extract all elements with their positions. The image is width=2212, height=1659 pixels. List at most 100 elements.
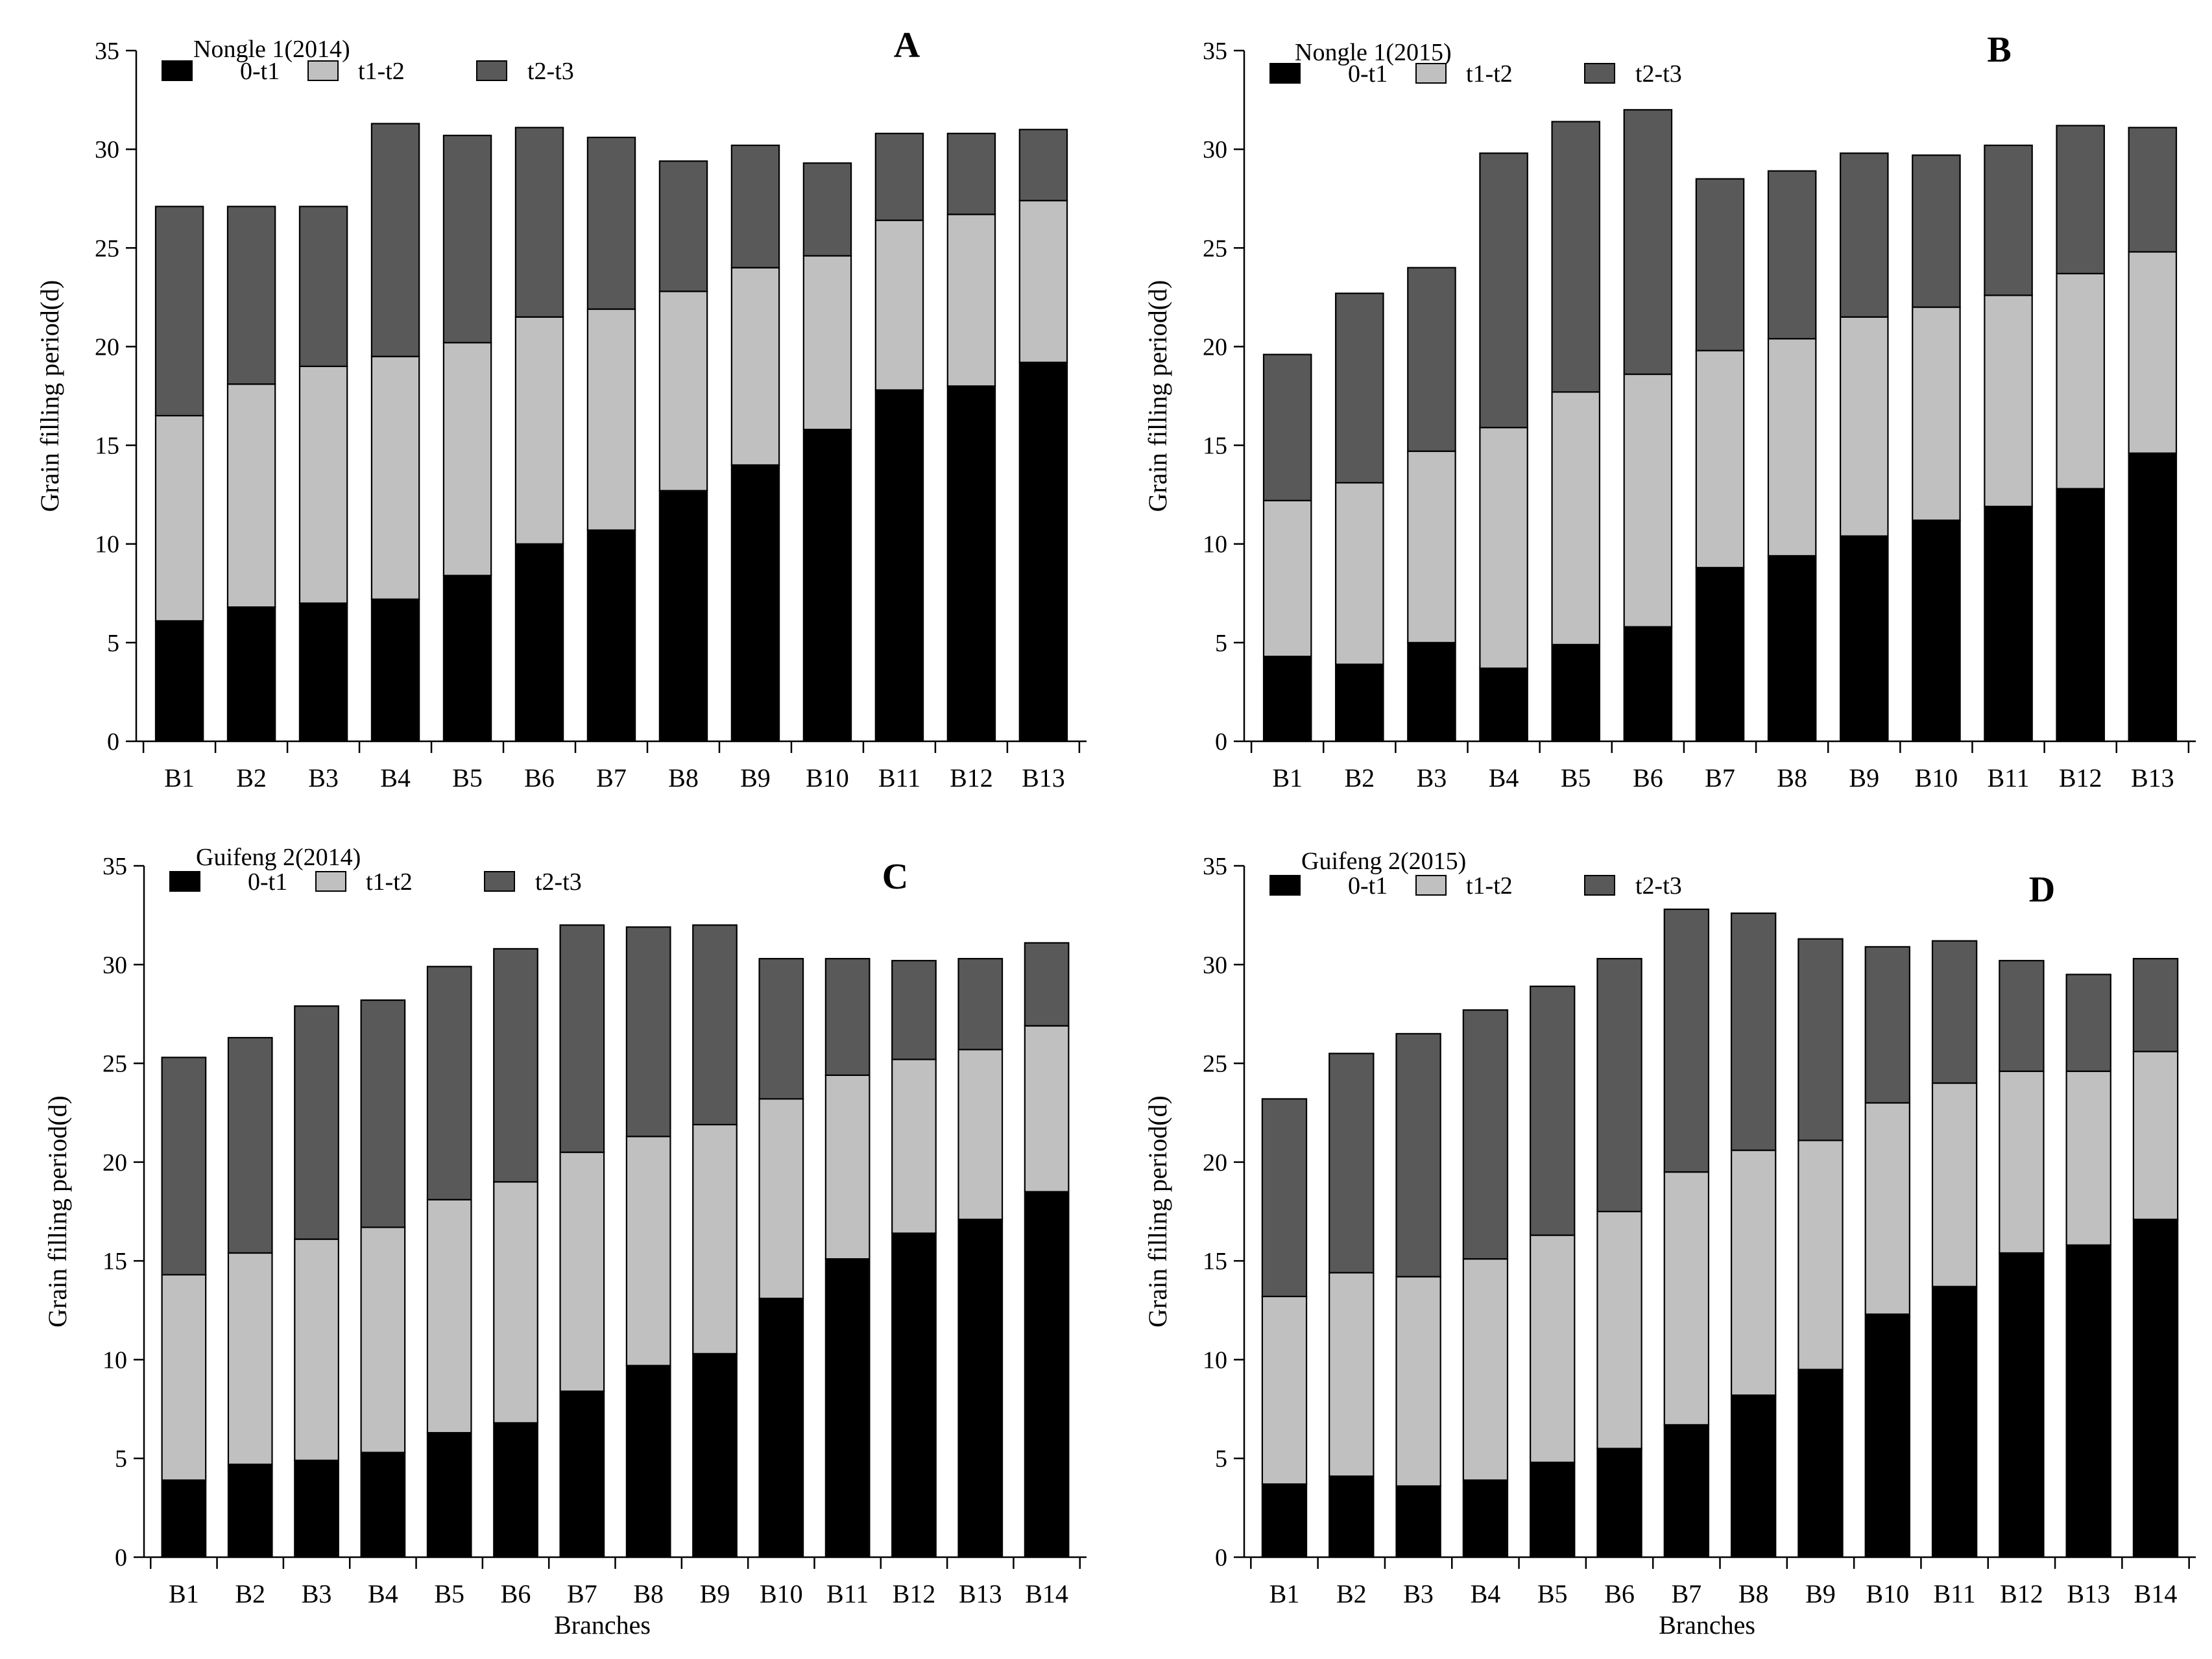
bar-t2-t3-b14 [2132,958,2179,1053]
bar-t2-t3-b3 [298,206,348,367]
bar-t2-t3-b8 [1767,170,1817,340]
bar-0-t1-b10 [1912,519,1961,743]
bar-0-t1-b14 [2132,1219,2179,1558]
y-tick-label: 15 [1203,1248,1227,1275]
x-tick-label: B8 [668,763,699,793]
bar-t1-t2-b2 [226,383,276,608]
legend-title: Nongle 1(2014) [193,36,350,63]
y-tick-label: 15 [1203,433,1227,460]
bar-t1-t2-b1 [154,414,204,622]
bar-t1-t2-b7 [586,308,636,531]
x-tick-label: B10 [1866,1579,1909,1608]
bar-0-t1-b3 [1407,641,1456,743]
y-tick-label: 0 [115,1544,127,1571]
y-axis-title: Grain filling period(d) [43,1095,72,1328]
bar-t1-t2-b9 [692,1123,738,1355]
legend-label-0-t1: 0-t1 [248,868,287,896]
bar-t1-t2-b10 [758,1098,804,1300]
legend-label-t2-t3: t2-t3 [1635,872,1682,900]
bar-t2-t3-b2 [227,1036,273,1254]
bar-0-t1-b2 [227,1463,273,1558]
x-tick-label: B9 [1805,1579,1836,1608]
bar-0-t1-b6 [493,1422,538,1558]
bar-t2-t3-b11 [1931,940,1978,1084]
bar-t2-t3-b2 [1335,292,1384,484]
y-axis-title: Grain filling period(d) [1143,1095,1172,1328]
y-tick-label: 25 [1203,235,1227,262]
bar-t1-t2-b10 [1912,306,1961,521]
bar-t1-t2-b1 [161,1274,207,1481]
x-tick-label: B2 [1344,763,1375,793]
bar-0-t1-b6 [1596,1448,1642,1558]
bar-t2-t3-b1 [1262,353,1312,501]
bar-t1-t2-b8 [1767,338,1817,557]
y-tick-label: 30 [1203,136,1227,163]
bar-t1-t2-b2 [1328,1272,1375,1477]
legend-title: Guifeng 2(2014) [196,844,361,871]
y-tick-label: 25 [1203,1051,1227,1078]
bar-t1-t2-b12 [2056,272,2105,490]
bar-t2-t3-b1 [161,1056,207,1276]
bar-0-t1-b7 [1695,567,1745,743]
bar-t2-t3-b7 [1695,178,1745,352]
bar-t1-t2-b11 [824,1074,871,1260]
y-tick-label: 25 [95,235,119,262]
bar-t2-t3-b6 [1596,958,1642,1213]
x-tick-label: B6 [524,763,555,793]
bar-0-t1-b8 [1767,555,1817,743]
x-tick-label: B4 [1489,763,1519,793]
x-tick-label: B14 [2134,1579,2178,1608]
x-tick-label: B3 [1417,763,1447,793]
bar-0-t1-b2 [1335,663,1384,743]
bar-t1-t2-b4 [1479,427,1528,669]
x-tick-label: B9 [740,763,771,793]
bar-0-t1-b3 [298,602,348,743]
bar-0-t1-b10 [758,1297,804,1558]
bar-t1-t2-b2 [1335,482,1384,665]
y-tick-label: 15 [95,433,119,460]
legend: Guifeng 2(2015)0-t1 t1-t2 t2-t3 [1269,848,1682,900]
y-tick-label: 35 [95,38,119,65]
legend-label-t2-t3: t2-t3 [1635,60,1682,88]
bar-0-t1-b6 [514,543,564,743]
bar-t2-t3-b8 [625,926,671,1138]
bar-t2-t3-b12 [2056,125,2105,274]
bar-t2-t3-b9 [1839,152,1889,318]
bar-t1-t2-b5 [1551,391,1601,646]
x-tick-label: B3 [1403,1579,1434,1608]
bar-t1-t2-b14 [2132,1051,2179,1221]
y-tick-label: 30 [1203,951,1227,979]
x-tick-label: B3 [302,1579,332,1608]
bar-0-t1-b7 [1663,1424,1710,1558]
bar-t2-t3-b14 [1024,942,1070,1027]
bar-0-t1-b2 [1328,1475,1375,1558]
bar-t1-t2-b6 [493,1181,538,1424]
bar-0-t1-b11 [824,1258,871,1558]
bar-t2-t3-b7 [586,136,636,310]
bar-t1-t2-b12 [946,213,996,387]
x-tick-label: B1 [169,1579,199,1608]
x-tick-label: B9 [700,1579,730,1608]
bar-t1-t2-b4 [360,1226,406,1453]
bar-t1-t2-b5 [442,342,492,577]
bar-t2-t3-b4 [1462,1009,1509,1260]
legend-label-0-t1: 0-t1 [1348,872,1388,900]
y-tick-label: 10 [1203,1346,1227,1374]
bar-t1-t2-b1 [1262,499,1312,658]
x-tick-label: B10 [760,1579,803,1608]
legend-label-t1-t2: t1-t2 [358,58,405,85]
bar-0-t1-b1 [1262,656,1312,743]
bar-0-t1-b4 [370,598,420,743]
x-tick-label: B6 [1604,1579,1635,1608]
y-tick-label: 35 [102,853,127,880]
bar-t2-t3-b4 [360,999,406,1228]
x-tick-label: B3 [308,763,339,793]
bar-0-t1-b14 [1024,1191,1070,1558]
bar-t1-t2-b6 [1623,373,1673,628]
bar-0-t1-b10 [802,429,852,743]
bar-t2-t3-b3 [294,1005,339,1240]
legend-label-t2-t3: t2-t3 [535,868,582,896]
bar-t2-t3-b2 [226,206,276,385]
bar-0-t1-b12 [1999,1252,2045,1558]
x-tick-label: B10 [1915,763,1958,793]
